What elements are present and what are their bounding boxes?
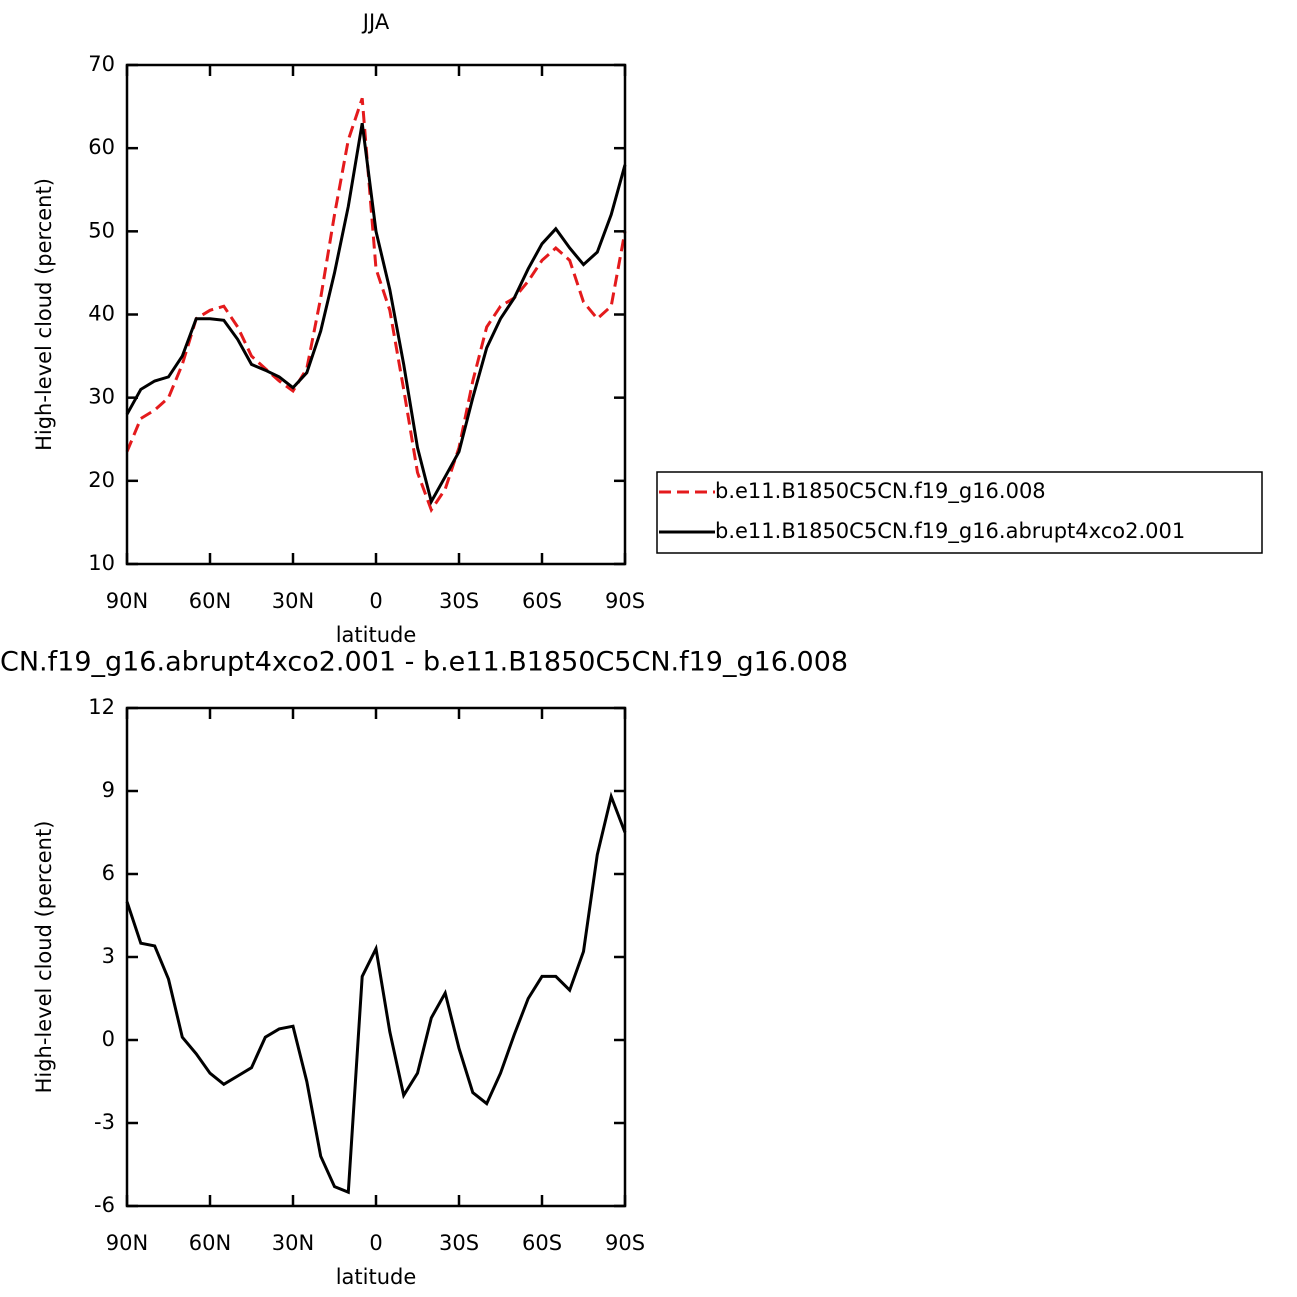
x-tick-label: 30S bbox=[439, 589, 479, 613]
y-axis-label: High-level cloud (percent) bbox=[32, 178, 56, 451]
y-tick-label: 70 bbox=[88, 52, 115, 76]
y-tick-label: 50 bbox=[88, 218, 115, 242]
legend-label: b.e11.B1850C5CN.f19_g16.008 bbox=[715, 479, 1046, 504]
x-axis-label: latitude bbox=[336, 623, 417, 647]
legend-label: b.e11.B1850C5CN.f19_g16.abrupt4xco2.001 bbox=[715, 519, 1185, 544]
x-tick-label: 60S bbox=[522, 589, 562, 613]
y-tick-label: 3 bbox=[102, 944, 115, 968]
chart-title: JJA bbox=[361, 10, 390, 34]
y-tick-label: -3 bbox=[94, 1110, 115, 1134]
chart-title: CN.f19_g16.abrupt4xco2.001 - b.e11.B1850… bbox=[0, 647, 848, 678]
y-tick-label: 0 bbox=[102, 1027, 115, 1051]
x-tick-label: 30S bbox=[439, 1231, 479, 1255]
x-tick-label: 0 bbox=[369, 589, 382, 613]
y-tick-label: 20 bbox=[88, 468, 115, 492]
x-tick-label: 60N bbox=[189, 589, 231, 613]
data-line bbox=[125, 122, 627, 506]
plot-frame bbox=[125, 63, 627, 566]
x-axis-label: latitude bbox=[336, 1265, 417, 1289]
y-tick-label: 10 bbox=[88, 551, 115, 575]
y-tick-label: 30 bbox=[88, 385, 115, 409]
y-tick-label: 40 bbox=[88, 302, 115, 326]
x-tick-label: 90N bbox=[106, 1231, 148, 1255]
x-tick-label: 90S bbox=[605, 1231, 645, 1255]
y-tick-label: 6 bbox=[102, 861, 115, 885]
y-tick-label: 60 bbox=[88, 135, 115, 159]
x-tick-label: 0 bbox=[369, 1231, 382, 1255]
x-tick-label: 90N bbox=[106, 589, 148, 613]
y-tick-label: 12 bbox=[88, 695, 115, 719]
x-tick-label: 90S bbox=[605, 589, 645, 613]
y-axis-label: High-level cloud (percent) bbox=[32, 821, 56, 1094]
x-tick-label: 30N bbox=[272, 589, 314, 613]
y-tick-label: 9 bbox=[102, 778, 115, 802]
data-line bbox=[125, 97, 627, 514]
legend-box bbox=[656, 471, 1263, 554]
x-tick-label: 60N bbox=[189, 1231, 231, 1255]
x-tick-label: 30N bbox=[272, 1231, 314, 1255]
y-tick-label: -6 bbox=[94, 1193, 115, 1217]
data-line bbox=[125, 791, 627, 1195]
x-tick-label: 60S bbox=[522, 1231, 562, 1255]
